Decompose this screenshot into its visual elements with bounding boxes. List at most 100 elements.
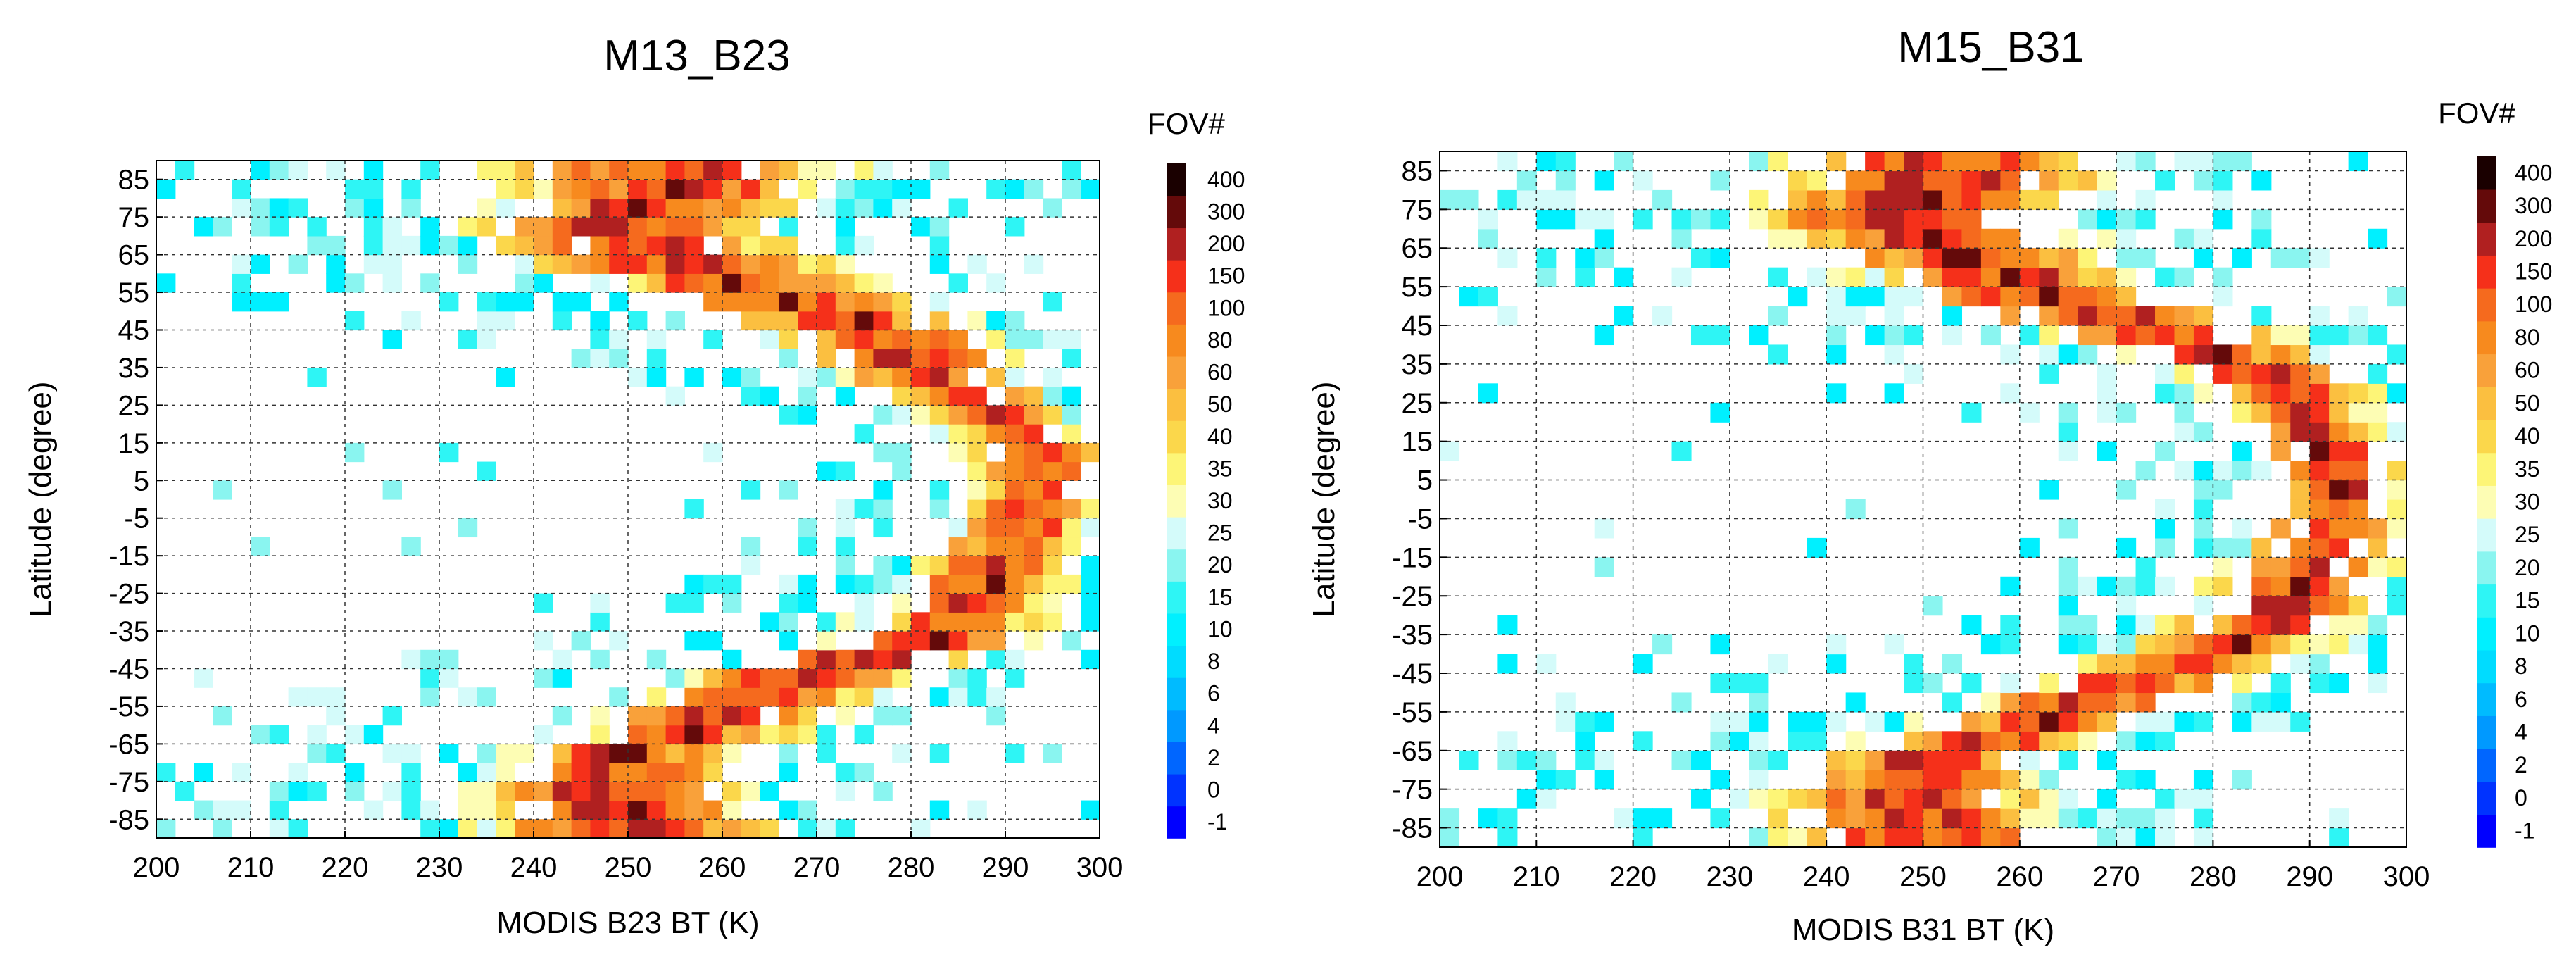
colorbar-label: 20 [2515, 555, 2540, 580]
colorbar-label: 80 [2515, 325, 2540, 350]
heatmap-cell [1961, 248, 1982, 268]
heatmap-cell [609, 631, 629, 651]
colorbar-label: 2 [1207, 745, 1220, 770]
heatmap-cell [1845, 731, 1866, 751]
heatmap-cell [1884, 151, 1904, 172]
heatmap-cell [2097, 692, 2117, 713]
heatmap-cell [477, 819, 496, 839]
heatmap-cell [1845, 789, 1866, 809]
heatmap-cell [948, 386, 968, 406]
heatmap-cell [1536, 209, 1557, 230]
heatmap-cell [2290, 344, 2311, 365]
heatmap-cell [1062, 631, 1081, 651]
heatmap-cell [2251, 654, 2272, 674]
grid [1440, 151, 2406, 847]
heatmap-cell [2155, 383, 2175, 404]
heatmap-cell [892, 744, 912, 763]
heatmap-cell [2290, 248, 2311, 268]
heatmap-cell [929, 254, 950, 274]
heatmap-cell [2078, 325, 2098, 346]
heatmap-cell [817, 687, 836, 707]
heatmap-cell [2387, 596, 2407, 616]
heatmap-cell [1594, 711, 1614, 732]
heatmap-cell [2097, 402, 2117, 423]
heatmap-cell [967, 499, 987, 519]
heatmap-cell [2019, 267, 2040, 287]
heatmap-cell [2290, 461, 2311, 481]
heatmap-cell [873, 781, 893, 801]
heatmap-cell [552, 179, 572, 199]
heatmap-cell [628, 179, 648, 199]
heatmap-cell [646, 217, 667, 237]
heatmap-cell [948, 273, 968, 293]
heatmap-cell [1594, 750, 1614, 770]
heatmap-cell [628, 198, 648, 218]
heatmap-cell [2387, 461, 2407, 481]
heatmap-cell [2251, 615, 2272, 635]
heatmap-cell [986, 480, 1006, 500]
colorbar-label: 10 [1207, 616, 1233, 642]
heatmap-cell [1710, 711, 1730, 732]
heatmap-cell [1062, 461, 1081, 481]
heatmap-cell [1788, 711, 1808, 732]
heatmap-cell [911, 405, 931, 425]
heatmap-cell [2097, 634, 2117, 655]
heatmap-cell [1497, 615, 1518, 635]
heatmap-cell [1043, 292, 1062, 312]
heatmap-cell [1768, 306, 1788, 326]
heatmap-cell [798, 273, 817, 293]
heatmap-cell [967, 556, 987, 575]
heatmap-cell [2309, 518, 2330, 539]
heatmap-cell [1005, 649, 1025, 670]
heatmap-cell [2213, 267, 2233, 287]
heatmap-cell [2251, 634, 2272, 655]
heatmap-cell [382, 235, 402, 256]
heatmap-cell [948, 556, 968, 575]
heatmap-cell [1826, 189, 1847, 210]
heatmap-cell [628, 273, 648, 293]
heatmap-cell [1478, 209, 1498, 230]
heatmap-cell [1478, 287, 1498, 307]
heatmap-cell [1043, 612, 1062, 632]
heatmap-cell [439, 235, 459, 256]
heatmap-cell [382, 480, 402, 500]
heatmap-cell [1005, 461, 1025, 481]
heatmap-cell [722, 179, 742, 199]
heatmap-cell [420, 273, 440, 293]
heatmap-cell [665, 819, 685, 839]
heatmap-cell [2309, 344, 2330, 365]
heatmap-cell [2019, 248, 2040, 268]
heatmap-cell [269, 161, 289, 180]
heatmap-cell [2368, 615, 2388, 635]
heatmap-cell [1024, 330, 1044, 349]
heatmap-cell [2348, 596, 2368, 616]
heatmap-cell [684, 367, 704, 387]
heatmap-cell [1807, 209, 1827, 230]
heatmap-cell [1749, 827, 1769, 848]
heatmap-cell [2193, 248, 2213, 268]
heatmap-cell [1729, 789, 1749, 809]
heatmap-cell [835, 668, 855, 688]
heatmap-cell [1614, 151, 1634, 172]
heatmap-cell [703, 744, 723, 763]
heatmap-cell [609, 744, 629, 763]
heatmap-cell [194, 217, 213, 237]
heatmap-cell [760, 725, 779, 744]
heatmap-cell [854, 330, 874, 349]
x-axis: 200 210 220 230 240 250 260 270 280 290 300 [133, 831, 1123, 883]
heatmap-cell [2193, 518, 2213, 539]
heatmap-cell [1961, 731, 1982, 751]
heatmap-cell [1005, 386, 1025, 406]
heatmap-cell [854, 273, 874, 293]
heatmap-cell [2251, 537, 2272, 558]
heatmap-cell [2193, 596, 2213, 616]
heatmap-cell [2058, 170, 2078, 191]
heatmap-cell [363, 725, 384, 744]
heatmap-cell [703, 800, 723, 820]
heatmap-cell [1555, 189, 1576, 210]
colorbar-label: 35 [2515, 456, 2540, 482]
heatmap-cell [1942, 808, 1963, 829]
heatmap-cell [684, 217, 704, 237]
heatmap-cell [628, 235, 648, 256]
